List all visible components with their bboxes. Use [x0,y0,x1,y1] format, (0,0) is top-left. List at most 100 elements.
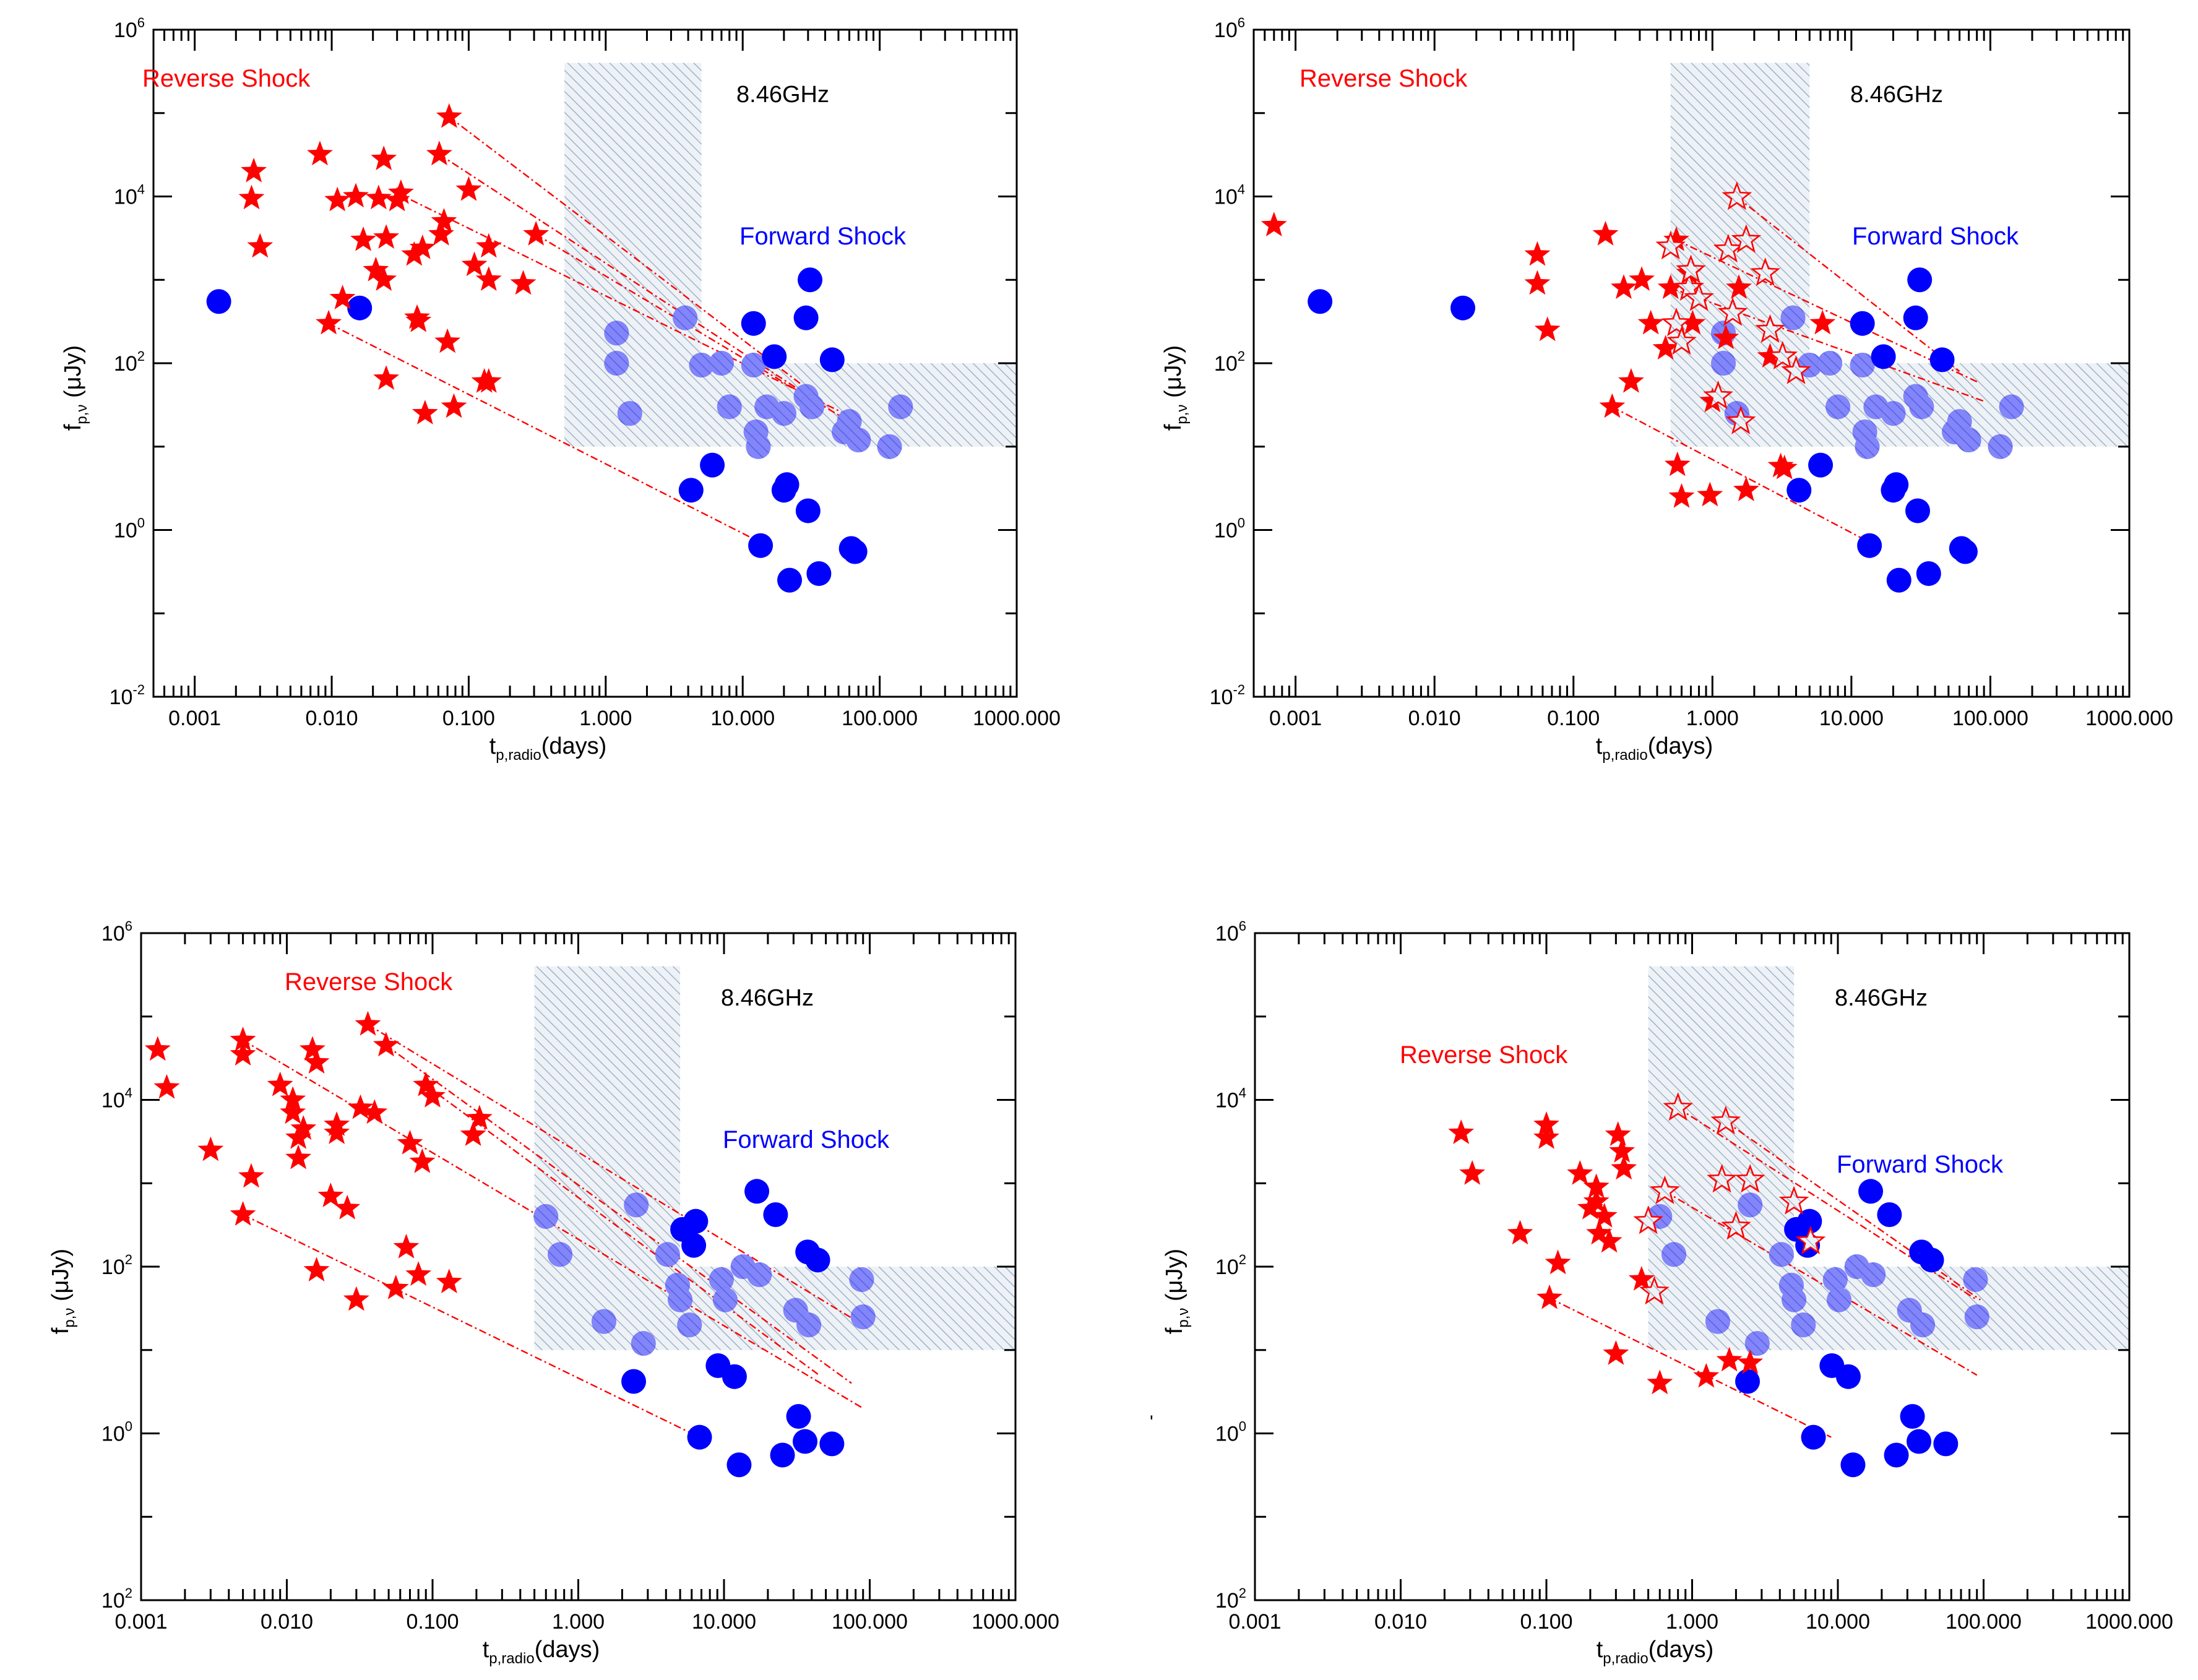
forward-shock-point-hatch [1861,1262,1886,1288]
reverse-shock-point [1609,1138,1635,1163]
forward-shock-point [726,1452,752,1478]
forward-shock-point [621,1369,647,1394]
x-tick-label: 100.000 [842,707,918,730]
reverse-shock-point [455,176,482,201]
reverse-shock-point [300,1036,325,1061]
forward-shock-point-hatch [1963,1267,1988,1292]
reverse-shock-point [523,220,550,246]
forward-shock-point [1308,289,1333,314]
reverse-shock-point [441,393,467,418]
reverse-shock-point [324,1119,350,1144]
reverse-shock-hatched-point [1710,1105,1741,1135]
forward-shock-point-hatch [1850,353,1875,378]
reverse-shock-decay-line [1676,239,1978,382]
forward-shock-point [687,1424,712,1450]
reverse-shock-point [397,1130,423,1155]
forward-shock-point [741,311,766,336]
reverse-shock-point [1603,1340,1629,1365]
frequency-label: 8.46GHz [736,82,829,108]
reverse-shock-point [409,235,436,259]
reverse-shock-point [1726,274,1752,299]
forward-shock-point [1801,1424,1826,1450]
reverse-shock-decay-line [1549,1297,1832,1438]
forward-shock-point [774,472,799,498]
reverse-shock-hatched-point [1767,340,1798,369]
reverse-shock-point [316,309,342,335]
x-tick-label: 0.010 [261,1610,313,1634]
reverse-shock-point [1583,1188,1610,1213]
forward-shock-point [700,452,725,478]
forward-shock-point-hatch [1910,1312,1936,1338]
y-tick-label: 100 [101,1419,132,1446]
forward-shock-point [1840,1452,1866,1478]
reverse-shock-point [355,1010,381,1036]
forward-shock-point [1907,267,1933,293]
forward-shock-point [819,347,845,373]
forward-shock-point [1933,1431,1959,1457]
forward-shock-point-hatch [741,353,766,378]
reverse-shock-decay-line [367,1023,864,1326]
forward-shock-point [770,1442,795,1468]
reverse-shock-point [241,157,267,183]
y-axis-title: fp,ν (μJy) [48,1249,78,1334]
forward-shock-point [1929,347,1955,373]
forward-shock-point [1857,533,1882,558]
reverse-shock-hatched-point [1721,1211,1751,1240]
reverse-shock-hatched-point [1676,254,1706,283]
frequency-label: 8.46GHz [1850,82,1943,108]
reverse-shock-point [373,365,400,390]
reverse-shock-point [285,1144,312,1170]
x-tick-label: 0.100 [406,1610,459,1634]
forward-shock-point-hatch [604,351,629,376]
reverse-shock-point [388,179,414,204]
reverse-shock-point [401,241,428,266]
forward-shock-point [762,344,787,369]
reverse-shock-point [365,184,392,210]
x-tick-label: 10.000 [710,707,775,730]
reverse-shock-hatched-point [1666,326,1697,355]
x-tick-label: 0.001 [114,1610,167,1634]
reverse-shock-point [460,1121,486,1146]
forward-shock-point [1884,472,1909,498]
forward-shock-point-hatch [1782,1287,1807,1312]
reverse-shock-point [238,184,265,210]
reverse-shock-point [475,233,502,258]
reverse-shock-point [1533,1111,1559,1136]
reverse-shock-point [1697,481,1723,507]
forward-shock-point [1450,295,1476,321]
forward-shock-point-hatch [548,1242,573,1267]
reverse-shock-point [324,186,351,212]
reverse-shock-point [1757,343,1783,368]
x-tick-label: 1000.000 [973,707,1061,730]
reverse-shock-point [1663,226,1689,251]
forward-shock-point-hatch [1822,1267,1848,1292]
reverse-shock-point [1647,1369,1673,1395]
y-tick-label: 106 [1214,15,1245,42]
forward-shock-point-hatch [1711,351,1736,376]
reverse-shock-hatched-point [1717,297,1748,326]
reverse-shock-point [1596,1228,1623,1253]
chart-panel-top-left: 0.001 0.010 0.100 1.000 10.000 100.000 1000.00… [60,15,1061,764]
forward-shock-point-hatch [1744,1331,1770,1356]
forward-shock-point [793,305,819,330]
x-axis-title: tp,radio(days) [483,1637,600,1667]
reverse-shock-point [350,226,376,251]
reverse-shock-point [1534,316,1561,342]
reverse-shock-point [1536,1284,1562,1309]
reverse-shock-point [373,224,400,249]
reverse-shock-hatched-point [1633,1205,1663,1234]
reverse-shock-decay-line [243,1213,700,1438]
reverse-shock-point [1629,266,1655,291]
forward-shock-point-hatch [1817,351,1843,376]
reverse-shock-point [1611,1155,1637,1180]
reverse-shock-point [1567,1160,1593,1185]
forward-shock-point-hatch [796,1312,822,1338]
reverse-shock-point [1679,309,1706,335]
reverse-shock-point [197,1136,224,1161]
forward-shock-point [683,1208,709,1234]
reverse-shock-point [343,1286,369,1311]
forward-shock-point [1858,1179,1884,1204]
forward-shock-point [206,289,231,314]
y-tick-label: 102 [1214,348,1245,376]
forward-shock-point-hatch [673,305,698,330]
